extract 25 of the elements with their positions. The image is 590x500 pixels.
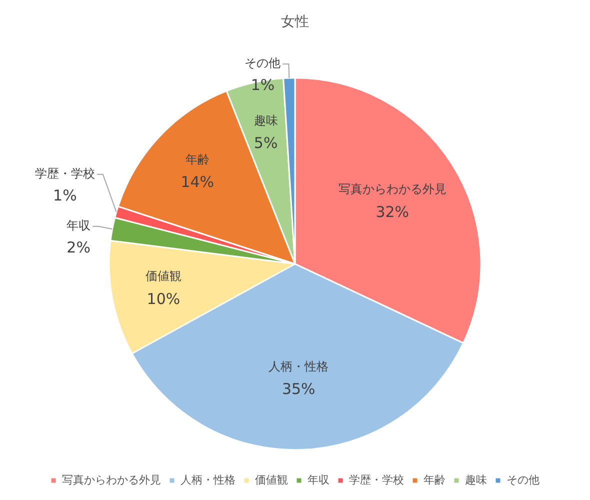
legend-label: 趣味 bbox=[465, 473, 487, 486]
data-label: 1% bbox=[53, 186, 77, 204]
chart-title: 女性 bbox=[281, 14, 309, 30]
legend-label: 学歴・学校 bbox=[349, 473, 404, 486]
slice-label: 価値観 bbox=[145, 269, 182, 284]
legend-label: 写真からわかる外見 bbox=[62, 473, 161, 486]
data-label: 5% bbox=[254, 134, 278, 152]
slice-label: 年収 bbox=[66, 218, 91, 233]
data-label: 2% bbox=[66, 238, 90, 256]
data-label: 1% bbox=[250, 76, 275, 94]
slice-label: 写真からわかる外見 bbox=[338, 182, 446, 196]
slice-label: 人柄・性格 bbox=[268, 359, 329, 374]
legend-label: 価値観 bbox=[255, 473, 288, 486]
data-label: 35% bbox=[282, 380, 316, 398]
slice-label: 年齢 bbox=[185, 152, 210, 166]
legend-label: 年齢 bbox=[424, 473, 446, 486]
data-label: 14% bbox=[180, 173, 214, 192]
legend-label: 年収 bbox=[308, 473, 330, 486]
data-label: 10% bbox=[146, 290, 180, 308]
data-label: 32% bbox=[376, 203, 410, 221]
slice-label: 学歴・学校 bbox=[34, 166, 95, 181]
legend-label: 人柄・性格 bbox=[180, 473, 236, 486]
slice-label: 趣味 bbox=[254, 113, 278, 128]
legend-label: その他 bbox=[506, 473, 540, 486]
slice-label: その他 bbox=[244, 56, 281, 70]
